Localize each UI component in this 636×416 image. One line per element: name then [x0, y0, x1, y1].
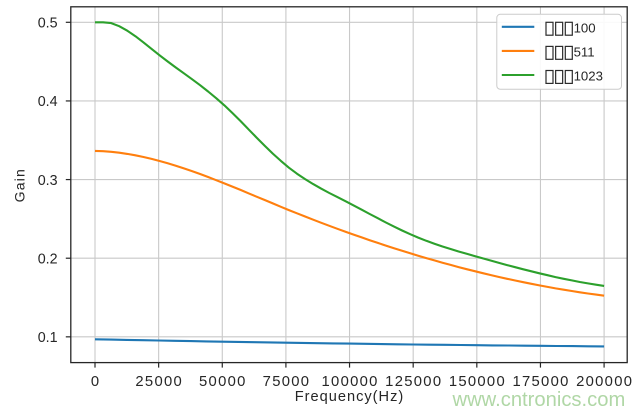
svg-text:25000: 25000 [135, 374, 183, 390]
svg-text:0.1: 0.1 [38, 330, 58, 346]
svg-text:125000: 125000 [385, 374, 442, 390]
svg-text:100: 100 [574, 20, 596, 35]
svg-text:Gain: Gain [12, 168, 28, 202]
svg-text:511: 511 [574, 45, 595, 60]
svg-text:200000: 200000 [576, 374, 633, 390]
svg-text:50000: 50000 [199, 374, 247, 390]
svg-text:www.cntronics.com: www.cntronics.com [452, 389, 626, 411]
svg-text:0.3: 0.3 [38, 173, 58, 189]
svg-text:0.2: 0.2 [38, 251, 58, 267]
svg-text:0.4: 0.4 [38, 94, 58, 110]
svg-text:1023: 1023 [574, 69, 603, 84]
svg-text:100000: 100000 [322, 374, 379, 390]
svg-text:Frequency(Hz): Frequency(Hz) [295, 389, 405, 405]
svg-text:150000: 150000 [449, 374, 506, 390]
svg-text:75000: 75000 [263, 374, 311, 390]
svg-text:0: 0 [91, 374, 101, 390]
svg-text:175000: 175000 [512, 374, 569, 390]
svg-text:0.5: 0.5 [38, 16, 58, 32]
